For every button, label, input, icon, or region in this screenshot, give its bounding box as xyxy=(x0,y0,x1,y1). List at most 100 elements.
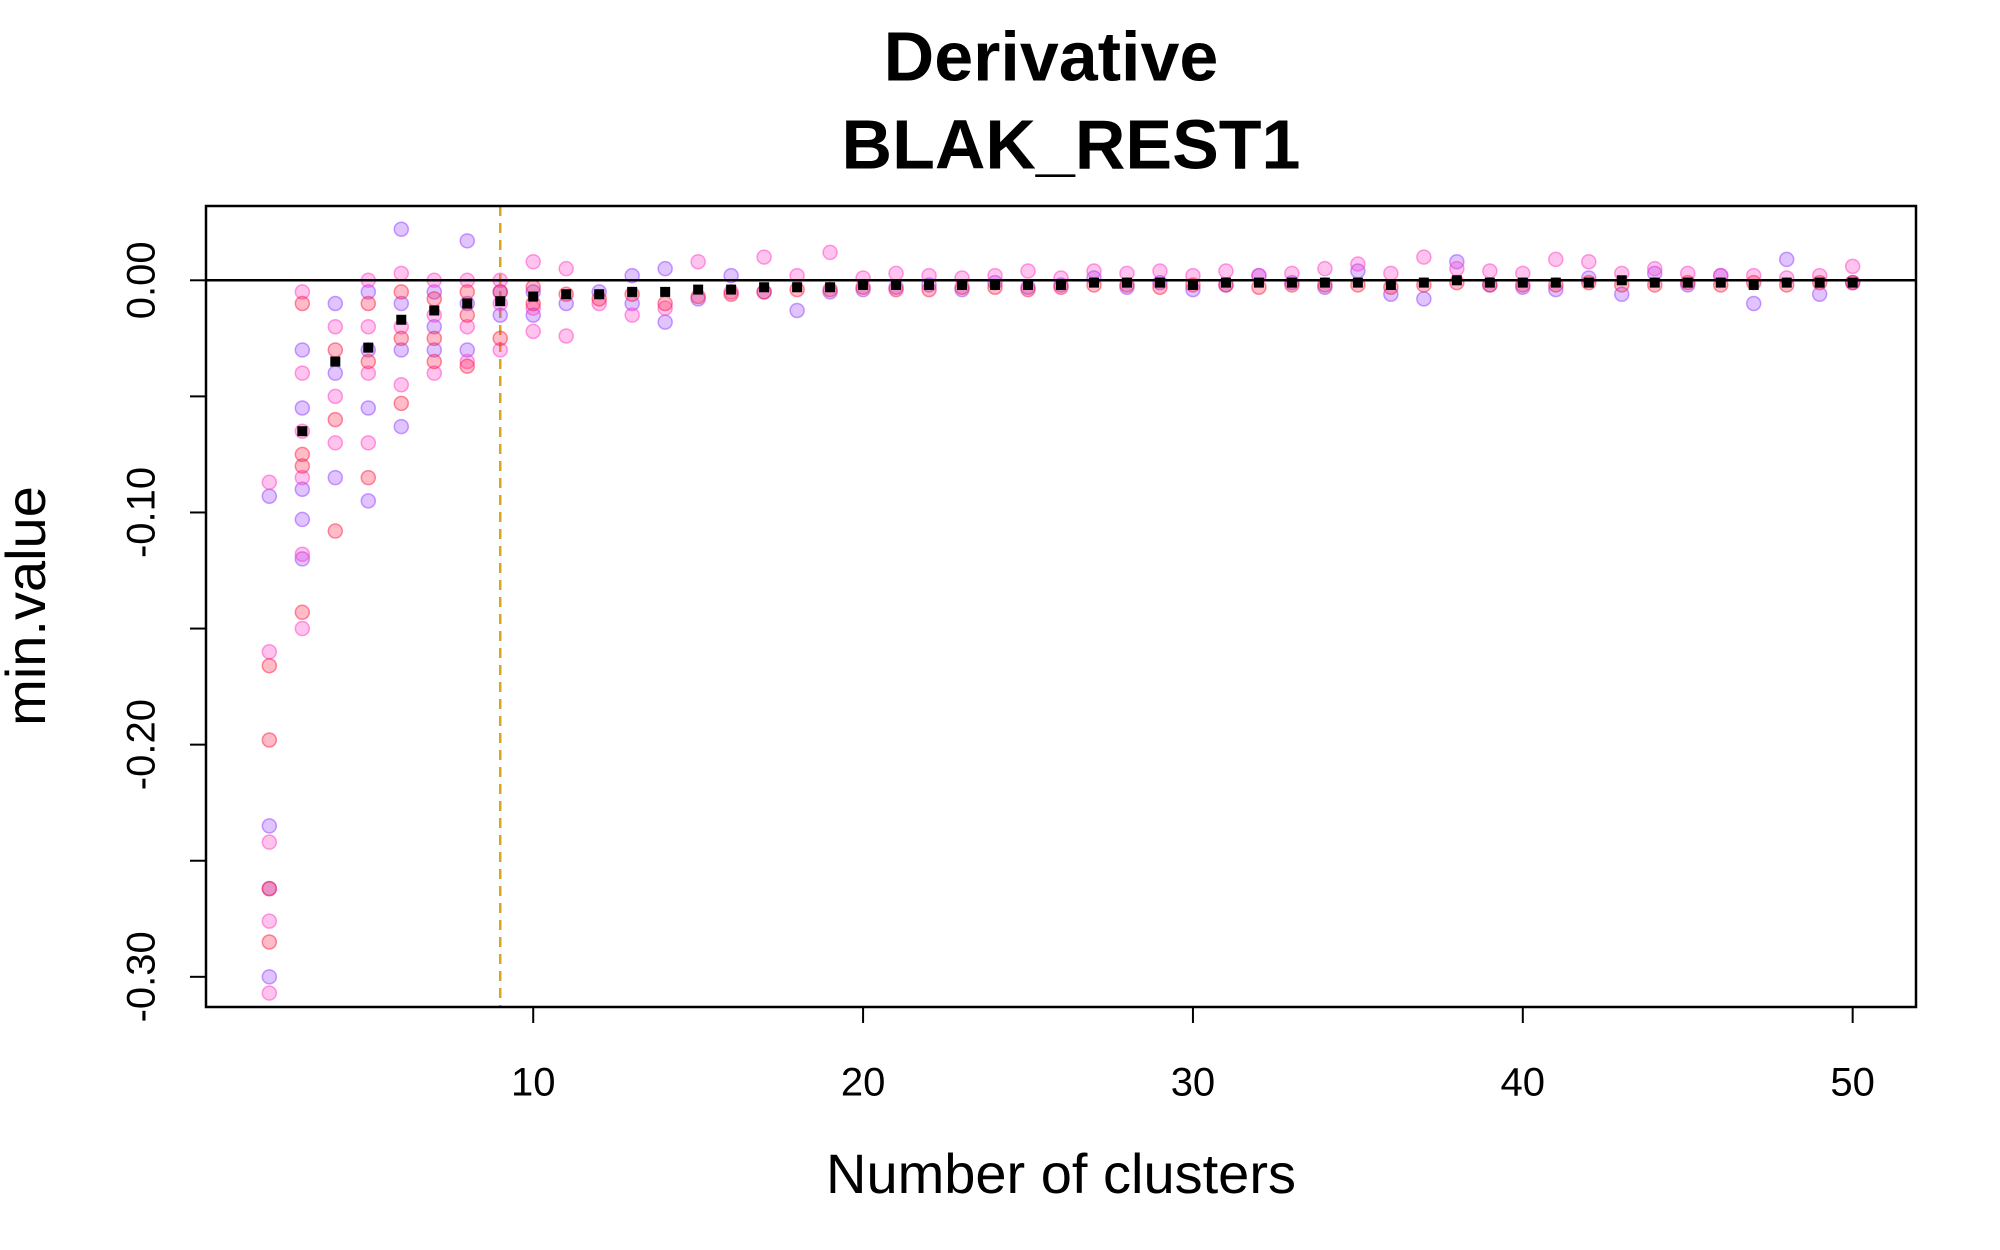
point xyxy=(327,365,344,381)
point xyxy=(1218,263,1234,279)
point xyxy=(360,365,377,381)
point xyxy=(459,353,475,370)
x-tick-label: 10 xyxy=(511,1061,556,1105)
point xyxy=(822,244,838,261)
point xyxy=(1350,256,1366,272)
point xyxy=(624,307,640,323)
mean-marker xyxy=(594,289,605,300)
mean-marker xyxy=(792,282,803,293)
point xyxy=(360,353,377,370)
point xyxy=(426,353,443,370)
mean-marker xyxy=(990,279,1001,290)
point xyxy=(1647,260,1663,277)
point xyxy=(525,323,541,340)
mean-marker xyxy=(1550,277,1561,288)
mean-marker xyxy=(1748,279,1759,290)
y-tick-label: -0.30 xyxy=(120,931,164,1022)
mean-marker xyxy=(924,279,935,290)
point xyxy=(327,388,344,405)
y-tick-label: -0.20 xyxy=(120,699,164,790)
point xyxy=(261,644,278,660)
y-tick-label: -0.10 xyxy=(120,467,164,558)
mean-marker xyxy=(1154,277,1165,288)
y-axis-label: min.value xyxy=(0,486,57,726)
point xyxy=(360,400,377,416)
mean-marker xyxy=(1088,277,1099,288)
point xyxy=(459,318,475,335)
point xyxy=(888,265,904,282)
point xyxy=(426,318,443,335)
point xyxy=(1844,258,1861,275)
point xyxy=(261,657,278,674)
chart-subtitle: BLAK_REST1 xyxy=(842,105,1301,183)
point xyxy=(261,985,278,1001)
mean-marker xyxy=(1418,277,1429,288)
x-tick-label: 30 xyxy=(1171,1061,1216,1105)
mean-marker xyxy=(1056,279,1066,290)
point xyxy=(261,934,278,950)
mean-marker xyxy=(825,282,836,293)
mean-marker xyxy=(297,426,308,437)
point xyxy=(426,330,443,347)
point xyxy=(492,342,508,358)
mean-marker xyxy=(1715,277,1726,288)
point xyxy=(1548,251,1564,268)
mean-marker xyxy=(1682,277,1693,288)
point xyxy=(327,469,344,486)
point xyxy=(261,474,278,491)
chart-title: Derivative xyxy=(884,17,1219,95)
mean-marker xyxy=(759,282,770,293)
mean-marker xyxy=(462,298,473,309)
point xyxy=(327,318,344,335)
point xyxy=(294,620,311,637)
point xyxy=(294,481,311,498)
point xyxy=(657,300,673,316)
point xyxy=(294,295,311,312)
mean-marker xyxy=(528,291,539,302)
point xyxy=(558,260,574,277)
point xyxy=(294,342,311,358)
point xyxy=(360,284,377,300)
mean-marker xyxy=(858,279,869,290)
point xyxy=(261,488,278,504)
point xyxy=(294,604,311,621)
point xyxy=(1317,260,1333,277)
point xyxy=(492,330,508,347)
point xyxy=(393,295,410,312)
point xyxy=(393,377,410,393)
point xyxy=(1152,263,1168,279)
point xyxy=(657,260,673,277)
mean-marker xyxy=(1484,277,1495,288)
point xyxy=(393,265,410,282)
point xyxy=(1449,260,1465,277)
point xyxy=(492,307,508,323)
point xyxy=(1745,295,1762,312)
point xyxy=(459,284,475,300)
point xyxy=(261,818,278,834)
mean-marker xyxy=(1187,279,1198,290)
point xyxy=(525,253,541,270)
point xyxy=(294,546,311,563)
point xyxy=(360,493,377,509)
point xyxy=(657,295,673,312)
point xyxy=(1581,253,1597,270)
point xyxy=(393,395,410,412)
mean-marker xyxy=(1814,277,1825,288)
point xyxy=(360,435,377,451)
x-tick-label: 20 xyxy=(841,1061,886,1105)
point xyxy=(657,314,673,330)
point xyxy=(261,880,278,897)
mean-marker xyxy=(627,286,638,297)
mean-marker xyxy=(561,289,572,300)
mean-marker xyxy=(660,286,671,297)
point xyxy=(1086,263,1102,279)
point xyxy=(294,446,311,463)
mean-marker xyxy=(396,314,407,325)
point xyxy=(690,253,706,270)
point xyxy=(294,284,311,300)
point xyxy=(261,732,278,748)
point xyxy=(1383,265,1399,282)
